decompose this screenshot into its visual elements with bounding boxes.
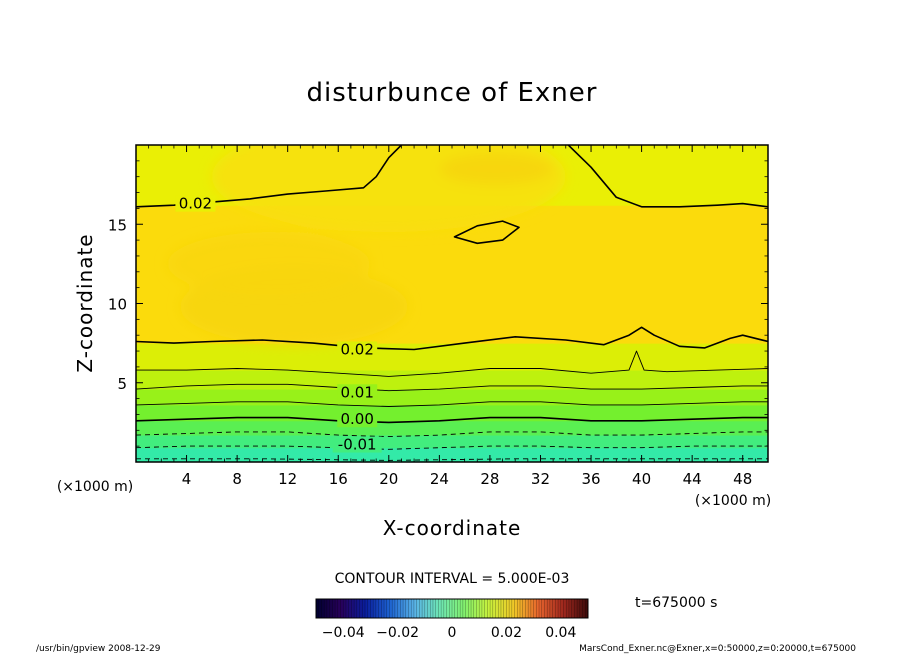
fill-band-5 (136, 370, 768, 390)
x-tick-label-8: 36 (581, 470, 600, 488)
x-unit-label-left: (×1000 m) (57, 479, 133, 495)
fill-patch-3 (167, 232, 370, 296)
x-tick-label-5: 24 (430, 470, 449, 488)
colorbar-tick-label-2: 0 (448, 625, 457, 641)
x-tick-label-6: 28 (480, 470, 499, 488)
chart-title: disturbunce of Exner (307, 78, 598, 108)
contour-interval-label: CONTOUR INTERVAL = 5.000E-03 (335, 571, 570, 587)
filled-contour-patches (167, 145, 566, 345)
contour-line-4 (136, 350, 768, 377)
contour-line-5 (136, 383, 768, 392)
x-tick-label-4: 20 (379, 470, 398, 488)
x-tick-label-11: 48 (733, 470, 752, 488)
colorbar-ticks: −0.04 −0.02 0 0.02 0.04 (322, 625, 577, 641)
colorbar: −0.04 −0.02 0 0.02 0.04 (315, 598, 589, 641)
fill-band-4 (136, 389, 768, 406)
colorbar-stripes (318, 599, 586, 618)
fill-band-2 (136, 420, 768, 436)
contour-line-9 (136, 445, 768, 450)
colorbar-gradient (316, 599, 588, 618)
colorbar-tick-label-3: 0.02 (491, 625, 522, 641)
y-tick-label-1: 10 (108, 296, 127, 314)
contour-label-bg-0 (175, 195, 216, 212)
contour-line-2 (453, 220, 520, 245)
y-axis-label: Z-coordinate (73, 233, 97, 372)
contour-label-bg-3 (337, 411, 378, 428)
y-tick-label-2: 15 (108, 216, 127, 234)
fill-patch-2 (439, 152, 554, 185)
contour-lines (136, 145, 768, 461)
contour-label-2: 0.01 (340, 383, 373, 401)
contour-label-1: 0.02 (340, 340, 373, 358)
x-tick-label-1: 8 (232, 470, 242, 488)
contour-label-3: 0.00 (340, 410, 373, 428)
fill-band-1 (136, 435, 768, 449)
contour-label-4: -0.01 (338, 436, 377, 454)
colorbar-tick-label-0: −0.04 (322, 625, 365, 641)
x-axis-label: X-coordinate (383, 516, 522, 540)
time-label: t=675000 s (635, 595, 717, 611)
contour-line-3 (136, 326, 768, 351)
colorbar-tick-label-1: −0.02 (376, 625, 419, 641)
contour-line-7 (136, 416, 768, 424)
footer-right: MarsCond_Exner.nc@Exner,x=0:50000,z=0:20… (579, 644, 856, 654)
contour-line-8 (136, 431, 768, 438)
contour-label-bg-4 (332, 436, 382, 453)
x-tick-label-9: 40 (632, 470, 651, 488)
x-tick-label-3: 16 (329, 470, 348, 488)
y-tick-label-0: 5 (117, 375, 127, 393)
fill-band-3 (136, 404, 768, 422)
contour-label-0: 0.02 (179, 195, 212, 213)
fill-band-6 (136, 343, 768, 371)
plot-fill (136, 145, 768, 462)
contour-line-6 (136, 401, 768, 407)
x-tick-label-7: 32 (531, 470, 550, 488)
x-tick-label-2: 12 (278, 470, 297, 488)
colorbar-frame (315, 598, 589, 619)
x-tick-label-10: 44 (683, 470, 702, 488)
x-unit-label-right: (×1000 m) (695, 493, 771, 509)
x-tick-label-0: 4 (182, 470, 192, 488)
colorbar-tick-label-4: 0.04 (545, 625, 576, 641)
footer-left: /usr/bin/gpview 2008-12-29 (36, 644, 161, 654)
contour-line-1 (567, 145, 768, 208)
contour-label-bg-2 (337, 384, 378, 401)
contour-labels: 0.02 0.02 0.01 0.00 -0.01 (175, 195, 382, 454)
contour-label-bg-1 (337, 341, 378, 358)
fill-band-0 (136, 447, 768, 462)
